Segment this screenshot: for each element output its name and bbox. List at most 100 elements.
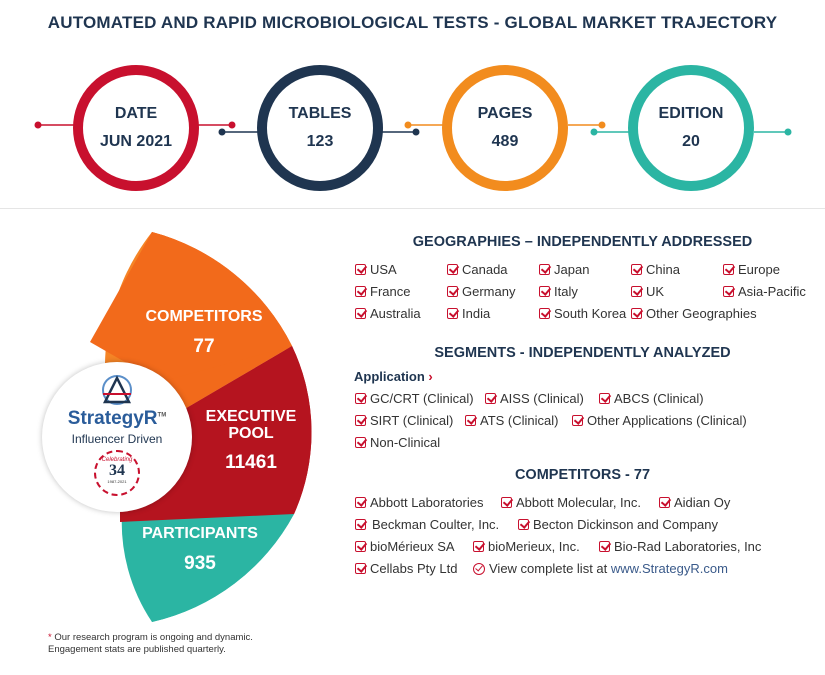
check-icon — [518, 519, 529, 530]
stat-date: DATE JUN 2021 — [73, 65, 199, 191]
check-icon — [631, 286, 642, 297]
check-icon — [572, 415, 583, 426]
footnote-line2: Engagement stats are published quarterly… — [48, 644, 226, 655]
executive-pool-label: EXECUTIVE POOL — [205, 408, 297, 442]
segment-item: Other Applications (Clinical) — [572, 413, 747, 428]
competitor-item: Abbott Laboratories — [355, 495, 483, 510]
stat-edition-label: EDITION — [658, 105, 724, 122]
check-icon — [723, 286, 734, 297]
check-icon — [355, 415, 366, 426]
check-icon — [465, 415, 476, 426]
segment-item: GC/CRT (Clinical) — [355, 391, 474, 406]
stat-pages-label: PAGES — [477, 105, 533, 122]
geo-item: Australia — [355, 306, 421, 321]
geo-item: India — [447, 306, 490, 321]
geo-item: South Korea — [539, 306, 626, 321]
geo-item: USA — [355, 262, 397, 277]
stat-date-label: DATE — [114, 105, 158, 122]
stat-edition: EDITION 20 — [628, 65, 754, 191]
competitor-item: Abbott Molecular, Inc. — [501, 495, 641, 510]
geo-item: Japan — [539, 262, 589, 277]
segments-heading: SEGMENTS - INDEPENDENTLY ANALYZED — [434, 345, 731, 361]
geo-item: Italy — [539, 284, 578, 299]
stat-pages-value: 489 — [491, 133, 519, 150]
stat-tables-label: TABLES — [288, 105, 352, 122]
check-icon — [447, 264, 458, 275]
check-icon — [631, 264, 642, 275]
geo-item: Asia-Pacific — [723, 284, 806, 299]
competitor-item: Becton Dickinson and Company — [518, 517, 718, 532]
competitor-item: bioMérieux SA — [355, 539, 455, 554]
check-icon — [355, 563, 366, 574]
check-icon — [447, 286, 458, 297]
check-icon — [723, 264, 734, 275]
stats-connectors — [34, 121, 792, 136]
stat-pages: PAGES 489 — [442, 65, 568, 191]
segment-item: ABCS (Clinical) — [599, 391, 704, 406]
check-icon — [539, 286, 550, 297]
geo-item: France — [355, 284, 410, 299]
check-icon — [355, 308, 366, 319]
divider — [0, 208, 825, 209]
competitors-value: 77 — [193, 336, 215, 357]
anniversary-badge: Celebrating 34 1987-2021 — [94, 450, 140, 496]
check-icon — [355, 497, 366, 508]
view-list-text: View complete list at — [489, 561, 608, 576]
engagement-graphic-fill — [90, 232, 312, 622]
check-icon — [501, 497, 512, 508]
segment-item: AISS (Clinical) — [485, 391, 584, 406]
check-icon — [355, 519, 366, 530]
logo-tagline: Influencer Driven — [71, 432, 163, 446]
view-complete-list[interactable]: View complete list at www.StrategyR.com — [473, 561, 728, 576]
geo-item: Canada — [447, 262, 508, 277]
geo-item: Germany — [447, 284, 515, 299]
check-icon — [485, 393, 496, 404]
stat-tables: TABLES 123 — [257, 65, 383, 191]
check-icon — [355, 541, 366, 552]
badge-text: Celebrating — [101, 457, 133, 463]
participants-value: 935 — [184, 553, 216, 574]
competitors-stat: COMPETITORS 77 — [140, 308, 268, 358]
check-icon — [659, 497, 670, 508]
stat-tables-value: 123 — [306, 133, 334, 150]
badge-years: 1987-2021 — [107, 479, 127, 484]
chevron-right-icon: › — [428, 369, 433, 384]
strategyr-logo: StrategyRTM Influencer Driven Celebratin… — [42, 362, 192, 512]
strategyr-link[interactable]: www.StrategyR.com — [610, 561, 728, 576]
geo-item: China — [631, 262, 680, 277]
check-icon — [631, 308, 642, 319]
competitor-item: Bio-Rad Laboratories, Inc — [599, 539, 761, 554]
segment-item: Non-Clinical — [355, 435, 440, 450]
stat-date-value: JUN 2021 — [99, 133, 173, 150]
participants-stat: PARTICIPANTS 935 — [136, 525, 264, 575]
geo-item: Europe — [723, 262, 780, 277]
competitor-item: Beckman Coulter, Inc. — [355, 517, 499, 532]
check-icon — [539, 308, 550, 319]
logo-brand: StrategyR — [67, 408, 158, 429]
check-icon — [355, 393, 366, 404]
executive-pool-value: 11461 — [225, 452, 277, 473]
logo-mark-icon — [102, 375, 132, 405]
competitors-label: COMPETITORS — [145, 308, 263, 325]
check-icon — [539, 264, 550, 275]
executive-pool-stat: EXECUTIVE POOL 11461 — [196, 408, 306, 474]
badge-number: 34 — [109, 462, 125, 479]
footnote: * Our research program is ongoing and dy… — [48, 632, 253, 656]
check-icon — [599, 393, 610, 404]
check-icon — [355, 437, 366, 448]
footnote-asterisk: * — [48, 632, 52, 643]
competitors-heading: COMPETITORS - 77 — [514, 467, 651, 483]
logo-tm: TM — [157, 412, 167, 419]
participants-label: PARTICIPANTS — [142, 525, 258, 542]
check-icon — [473, 541, 484, 552]
check-icon — [599, 541, 610, 552]
check-icon — [355, 286, 366, 297]
segment-item: ATS (Clinical) — [465, 413, 559, 428]
check-icon — [447, 308, 458, 319]
geo-item: Other Geographies — [631, 306, 757, 321]
page-title: AUTOMATED AND RAPID MICROBIOLOGICAL TEST… — [47, 13, 778, 32]
stat-edition-value: 20 — [682, 133, 700, 150]
geographies-heading: GEOGRAPHIES – INDEPENDENTLY ADDRESSED — [412, 234, 753, 250]
geo-item: UK — [631, 284, 664, 299]
competitor-item: bioMerieux, Inc. — [473, 539, 580, 554]
